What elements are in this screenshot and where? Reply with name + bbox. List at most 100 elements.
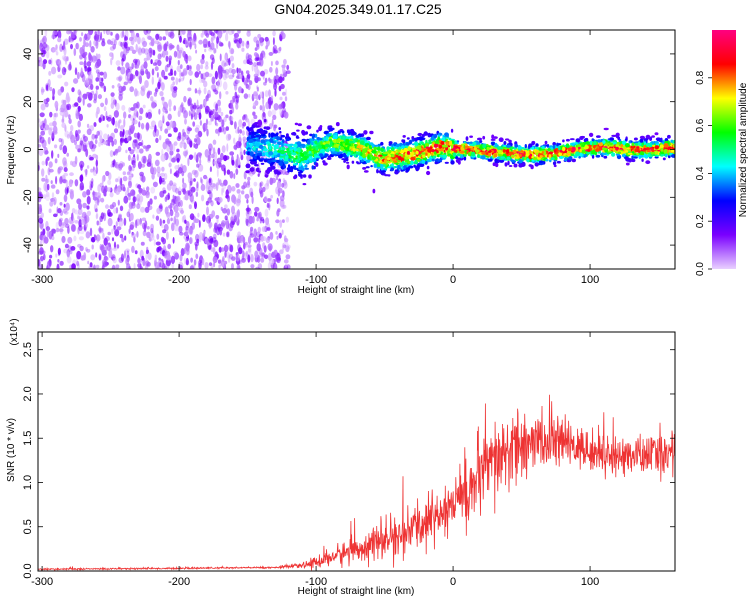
heatmap-cell	[128, 147, 132, 151]
heatmap-cell	[360, 159, 365, 163]
heatmap-cell	[137, 258, 142, 264]
heatmap-cell	[194, 138, 197, 143]
heatmap-cell	[146, 71, 151, 80]
heatmap-cell	[494, 142, 498, 148]
heatmap-cell	[79, 174, 84, 183]
heatmap-cell	[140, 241, 145, 246]
heatmap-cell	[193, 142, 196, 148]
heatmap-cell	[118, 119, 122, 124]
heatmap-cell	[336, 139, 340, 143]
heatmap-cell	[189, 180, 192, 186]
heatmap-cell	[123, 118, 126, 128]
heatmap-cell	[541, 151, 545, 154]
heatmap-cell	[103, 85, 107, 93]
heatmap-cell	[105, 204, 109, 209]
heatmap-cell	[71, 212, 74, 222]
heatmap-cell	[128, 169, 132, 175]
heatmap-cell	[278, 232, 282, 239]
heatmap-cell	[490, 138, 496, 141]
heatmap-cell	[248, 80, 253, 86]
heatmap-cell	[86, 32, 91, 41]
heatmap-cell	[133, 103, 139, 109]
colorbar-ticks: 0.00.20.40.60.8	[695, 70, 712, 276]
heatmap-cell	[109, 150, 114, 158]
heatmap-cell	[258, 211, 262, 220]
heatmap-cell	[283, 181, 288, 189]
heatmap-cell	[556, 142, 559, 147]
heatmap-cell	[103, 71, 108, 80]
heatmap-cell	[260, 124, 264, 129]
heatmap-cell	[342, 136, 346, 140]
heatmap-cell	[67, 226, 70, 234]
heatmap-cell	[134, 35, 138, 43]
heatmap-cell	[57, 167, 61, 175]
heatmap-cell	[98, 253, 102, 261]
heatmap-cell	[160, 123, 164, 131]
heatmap-cell	[136, 231, 139, 238]
heatmap-cell	[371, 149, 377, 154]
heatmap-cell	[95, 252, 98, 258]
heatmap-cell	[220, 247, 225, 252]
heatmap-cell	[166, 183, 172, 191]
heatmap-cell	[212, 147, 216, 155]
heatmap-cell	[145, 249, 150, 255]
heatmap-cell	[229, 220, 235, 228]
heatmap-cell	[256, 217, 259, 222]
heatmap-cell	[118, 165, 122, 171]
heatmap-cell	[223, 127, 227, 135]
heatmap-cell	[145, 145, 151, 150]
heatmap-cell	[198, 87, 201, 96]
heatmap-cell	[170, 255, 176, 264]
heatmap-cell	[198, 112, 202, 120]
heatmap-cell	[602, 140, 606, 144]
heatmap-cell	[91, 178, 94, 184]
heatmap-cell	[267, 110, 272, 117]
heatmap-cell	[227, 195, 230, 203]
heatmap-cell	[346, 164, 350, 170]
heatmap-cell	[201, 194, 205, 202]
heatmap-cell	[166, 231, 169, 240]
heatmap-cell	[267, 252, 272, 261]
heatmap-cell	[147, 89, 151, 97]
heatmap-cell	[215, 103, 219, 111]
heatmap-cell	[121, 131, 125, 138]
heatmap-cell	[46, 156, 50, 161]
heatmap-cell	[290, 168, 294, 173]
heatmap-cell	[115, 60, 121, 66]
heatmap-cell	[135, 148, 140, 154]
heatmap-cell	[50, 228, 56, 234]
heatmap-cell	[42, 122, 45, 128]
heatmap-cell	[157, 44, 163, 52]
heatmap-cell	[259, 52, 264, 61]
heatmap-cell	[184, 219, 187, 224]
heatmap-cell	[646, 147, 650, 151]
heatmap-cell	[213, 151, 218, 160]
heatmap-cell	[48, 230, 53, 240]
heatmap-cell	[229, 55, 234, 62]
heatmap-cell	[504, 162, 508, 167]
heatmap-cell	[193, 112, 198, 120]
heatmap-cell	[218, 40, 221, 46]
heatmap-cell	[274, 253, 280, 262]
heatmap-cell	[176, 157, 180, 163]
heatmap-cell	[570, 152, 575, 157]
heatmap-cell	[169, 209, 174, 217]
heatmap-cell	[584, 145, 589, 150]
heatmap-cell	[254, 47, 258, 51]
heatmap-cell	[125, 62, 130, 70]
heatmap-cell	[195, 137, 201, 146]
heatmap-cell	[196, 163, 200, 168]
heatmap-cell	[95, 85, 100, 90]
heatmap-cell	[285, 138, 290, 142]
heatmap-cell	[91, 133, 96, 140]
y-tick-label: 1.5	[22, 431, 34, 446]
heatmap-cell	[245, 40, 250, 49]
heatmap-cell	[287, 164, 291, 168]
heatmap-cell	[198, 70, 201, 75]
heatmap-cell	[46, 260, 51, 269]
heatmap-cell	[302, 174, 307, 178]
heatmap-cell	[254, 206, 260, 212]
heatmap-cell	[573, 155, 578, 159]
heatmap-cell	[660, 154, 664, 157]
heatmap-cell	[190, 186, 196, 193]
